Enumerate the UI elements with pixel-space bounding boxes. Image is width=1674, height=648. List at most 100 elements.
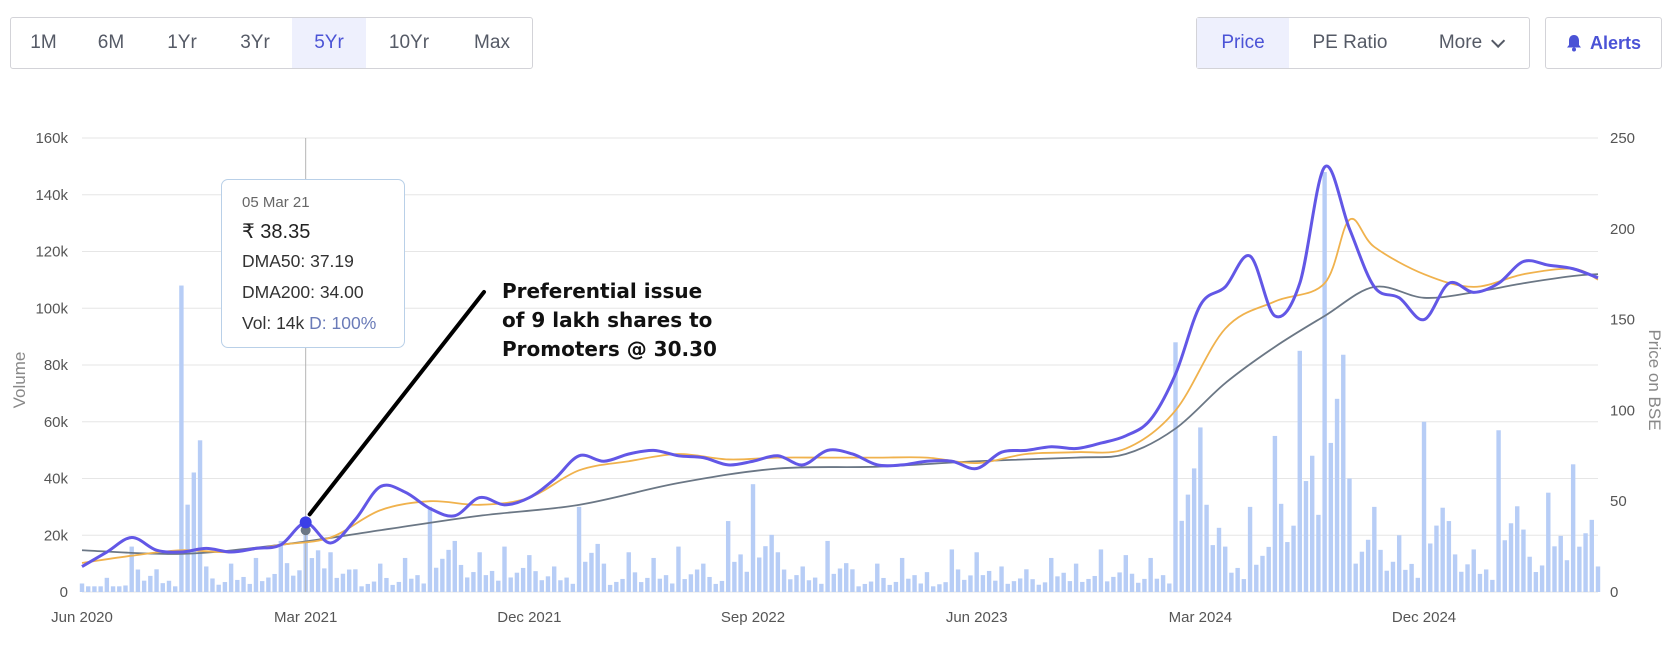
more-dropdown[interactable]: More <box>1411 18 1529 68</box>
volume-bar <box>1210 545 1215 592</box>
volume-bar <box>1179 520 1184 592</box>
volume-bar <box>1303 481 1309 592</box>
volume-bar <box>1104 581 1110 592</box>
volume-bar <box>471 572 476 592</box>
volume-bar <box>1577 546 1582 592</box>
volume-bar <box>868 581 874 592</box>
volume-bar <box>670 583 675 592</box>
volume-bar <box>962 579 967 592</box>
volume-bar <box>1390 561 1396 592</box>
volume-bar <box>346 569 352 592</box>
volume-bar <box>831 573 836 592</box>
volume-bar <box>446 549 451 592</box>
volume-bar <box>564 577 569 592</box>
volume-bar <box>284 563 290 592</box>
volume-bar <box>1533 572 1539 592</box>
tooltip-price-marker <box>299 516 312 529</box>
volume-bar <box>228 563 234 592</box>
volume-bar <box>241 576 246 592</box>
volume-bar <box>856 586 861 592</box>
more-label: More <box>1438 32 1483 53</box>
volume-bar <box>955 569 961 592</box>
bell-icon <box>1566 35 1581 52</box>
volume-bar <box>980 575 986 592</box>
price-tick-label: 50 <box>1610 493 1627 510</box>
volume-bar <box>844 563 849 592</box>
volume-bar <box>862 583 868 592</box>
vol-value: 14k <box>276 313 305 333</box>
volume-bar <box>465 577 470 592</box>
range-1yr-button[interactable]: 1Yr <box>167 32 197 53</box>
volume-bar <box>906 578 911 592</box>
volume-bar <box>1421 421 1427 592</box>
range-3yr-button[interactable]: 3Yr <box>240 32 270 53</box>
volume-bar <box>732 561 737 592</box>
volume-bar <box>999 566 1004 592</box>
alerts-button[interactable]: Alerts <box>1545 17 1662 69</box>
volume-bar <box>1235 567 1240 592</box>
volume-bar <box>1465 564 1470 592</box>
volume-bar <box>1434 525 1439 592</box>
volume-bar <box>750 484 756 592</box>
volume-bar <box>322 568 327 592</box>
volume-bar <box>1440 507 1445 592</box>
volume-bar <box>247 583 252 592</box>
volume-bar <box>781 569 787 592</box>
volume-bar <box>1527 556 1532 592</box>
dma200-value: 34.00 <box>319 282 364 302</box>
chart-tooltip: 05 Mar 21 ₹ 38.35 DMA50: 37.19 DMA200: 3… <box>221 179 405 348</box>
volume-bar <box>1254 564 1259 592</box>
volume-bar <box>763 546 768 592</box>
volume-bar <box>1017 578 1023 592</box>
volume-bar <box>520 567 526 592</box>
volume-bar <box>378 563 383 592</box>
volume-bar <box>800 566 805 592</box>
volume-bar <box>483 575 489 592</box>
volume-bar <box>1546 492 1551 592</box>
volume-bar <box>409 578 414 592</box>
volume-bar <box>123 585 128 592</box>
price-tab[interactable]: Price <box>1197 18 1289 68</box>
dma50-value: 37.19 <box>310 251 354 271</box>
volume-bar <box>825 540 830 592</box>
volume-bar <box>266 577 271 592</box>
volume-bar <box>427 506 433 592</box>
volume-bar <box>545 576 551 592</box>
volume-bar <box>1396 535 1402 592</box>
range-6m-button[interactable]: 6M <box>97 32 125 53</box>
volume-bar <box>1216 527 1222 592</box>
range-5yr-button[interactable]: 5Yr <box>292 18 366 68</box>
volume-bar <box>924 572 930 592</box>
volume-bar <box>1098 549 1104 592</box>
range-max-button[interactable]: Max <box>474 32 510 53</box>
volume-bar <box>757 557 762 592</box>
tooltip-volume: Vol: 14k D: 100% <box>242 313 404 334</box>
volume-tick-label: 40k <box>44 471 69 488</box>
volume-bar <box>719 580 725 592</box>
volume-bar <box>1247 506 1253 592</box>
range-10yr-button[interactable]: 10Yr <box>388 32 430 53</box>
volume-bar <box>694 569 700 592</box>
volume-bar <box>1086 578 1091 592</box>
volume-bar <box>1341 354 1346 592</box>
pe-ratio-tab[interactable]: PE Ratio <box>1312 32 1388 53</box>
volume-bar <box>1328 442 1334 592</box>
volume-bar <box>682 579 687 592</box>
volume-bar <box>1291 525 1296 592</box>
volume-bar <box>1521 529 1526 592</box>
volume-bar <box>1384 570 1389 592</box>
volume-bar <box>1322 172 1327 593</box>
dma200-label: DMA200: <box>242 282 315 302</box>
volume-bar <box>353 569 358 592</box>
alerts-label: Alerts <box>1589 32 1642 53</box>
volume-bar <box>1359 551 1365 592</box>
volume-bar <box>172 586 178 592</box>
volume-bar <box>421 583 426 592</box>
range-1m-button[interactable]: 1M <box>30 32 57 53</box>
volume-bar <box>676 546 681 592</box>
volume-bar <box>632 572 638 592</box>
dma50-label: DMA50: <box>242 251 306 271</box>
volume-bar <box>216 584 221 592</box>
tooltip-dma200: DMA200: 34.00 <box>242 282 404 303</box>
volume-bar <box>583 561 588 592</box>
